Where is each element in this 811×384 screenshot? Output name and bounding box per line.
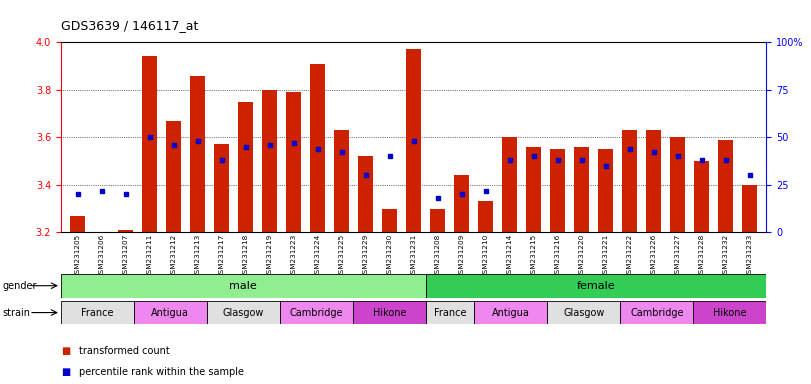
Bar xyxy=(280,301,353,324)
Text: female: female xyxy=(577,281,616,291)
Text: ■: ■ xyxy=(61,367,70,377)
Bar xyxy=(353,301,426,324)
Text: Cambridge: Cambridge xyxy=(630,308,684,318)
Bar xyxy=(620,301,693,324)
Bar xyxy=(61,274,426,298)
Bar xyxy=(478,202,493,232)
Bar xyxy=(430,209,445,232)
Bar xyxy=(238,102,253,232)
Text: transformed count: transformed count xyxy=(79,346,169,356)
Bar xyxy=(454,175,470,232)
Bar xyxy=(334,130,350,232)
Text: France: France xyxy=(81,308,114,318)
Bar xyxy=(406,50,422,232)
Bar xyxy=(426,274,766,298)
Bar xyxy=(502,137,517,232)
Bar xyxy=(190,76,205,232)
Text: male: male xyxy=(230,281,257,291)
Bar xyxy=(70,216,85,232)
Bar xyxy=(262,90,277,232)
Text: Antigua: Antigua xyxy=(492,308,530,318)
Text: Hikone: Hikone xyxy=(713,308,747,318)
Bar xyxy=(547,301,620,324)
Text: gender: gender xyxy=(2,281,37,291)
Bar xyxy=(426,301,474,324)
Bar xyxy=(165,121,182,232)
Bar xyxy=(207,301,280,324)
Bar xyxy=(285,92,302,232)
Text: Antigua: Antigua xyxy=(152,308,189,318)
Text: percentile rank within the sample: percentile rank within the sample xyxy=(79,367,243,377)
Bar xyxy=(142,56,157,232)
Bar xyxy=(61,301,134,324)
Text: Hikone: Hikone xyxy=(372,308,406,318)
Text: Glasgow: Glasgow xyxy=(222,308,264,318)
Bar xyxy=(622,130,637,232)
Text: France: France xyxy=(434,308,466,318)
Bar xyxy=(693,301,766,324)
Bar xyxy=(118,230,134,232)
Bar xyxy=(358,156,373,232)
Bar xyxy=(550,149,565,232)
Bar xyxy=(310,64,325,232)
Bar xyxy=(670,137,685,232)
Bar xyxy=(134,301,207,324)
Bar xyxy=(693,161,710,232)
Bar xyxy=(646,130,662,232)
Text: Glasgow: Glasgow xyxy=(563,308,605,318)
Text: Cambridge: Cambridge xyxy=(290,308,343,318)
Bar xyxy=(574,147,590,232)
Text: strain: strain xyxy=(2,308,31,318)
Bar xyxy=(742,185,757,232)
Text: GDS3639 / 146117_at: GDS3639 / 146117_at xyxy=(61,19,198,32)
Text: ■: ■ xyxy=(61,346,70,356)
Bar xyxy=(214,144,230,232)
Bar xyxy=(718,140,733,232)
Bar xyxy=(526,147,542,232)
Bar xyxy=(474,301,547,324)
Bar xyxy=(382,209,397,232)
Bar xyxy=(598,149,613,232)
